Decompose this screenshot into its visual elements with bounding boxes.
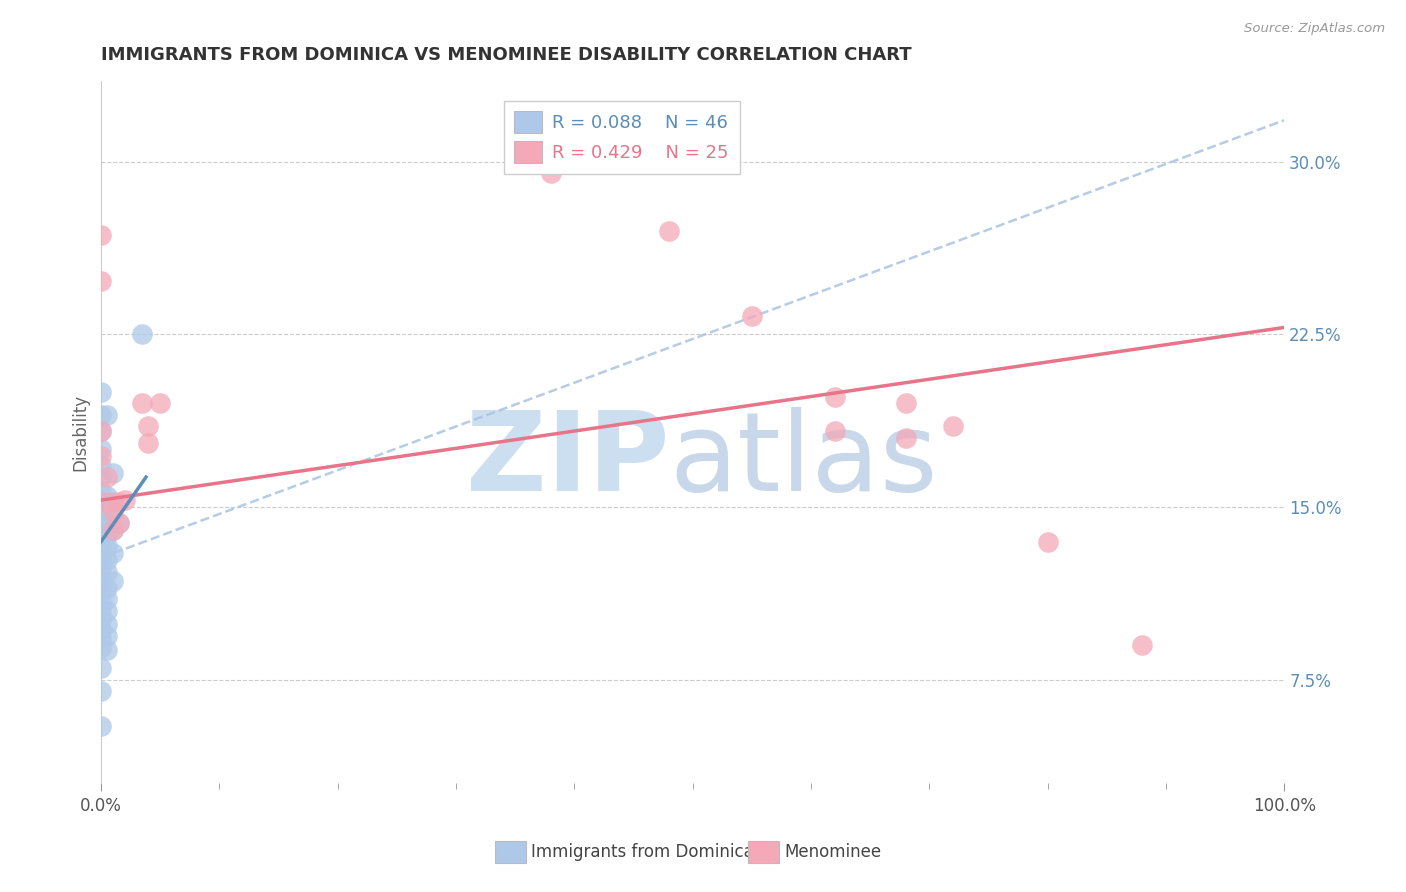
Point	[90, 574, 112, 588]
Point	[894, 396, 917, 410]
Point	[741, 309, 763, 323]
Text: ZIP: ZIP	[465, 407, 669, 514]
Point	[658, 224, 681, 238]
Point	[90, 585, 112, 599]
Point	[107, 495, 129, 509]
Point	[90, 539, 112, 553]
Point	[90, 527, 112, 541]
Point	[894, 431, 917, 445]
Text: Source: ZipAtlas.com: Source: ZipAtlas.com	[1244, 22, 1385, 36]
Point	[149, 396, 172, 410]
Point	[90, 632, 112, 646]
Point	[824, 390, 846, 404]
Point	[90, 640, 112, 655]
Point	[90, 384, 112, 399]
Point	[96, 642, 118, 657]
Point	[90, 228, 112, 243]
Point	[96, 489, 118, 503]
Point	[96, 553, 118, 567]
Point	[90, 516, 112, 531]
Point	[90, 613, 112, 627]
Point	[90, 622, 112, 636]
Point	[1036, 534, 1059, 549]
Point	[131, 396, 153, 410]
Text: atlas: atlas	[669, 407, 938, 514]
Point	[96, 495, 118, 509]
Point	[138, 435, 160, 450]
Point	[1130, 638, 1153, 652]
Point	[101, 523, 124, 537]
Point	[90, 483, 112, 498]
Point	[942, 419, 965, 434]
Point	[96, 470, 118, 484]
Point	[131, 327, 153, 342]
Text: IMMIGRANTS FROM DOMINICA VS MENOMINEE DISABILITY CORRELATION CHART: IMMIGRANTS FROM DOMINICA VS MENOMINEE DI…	[101, 46, 911, 64]
Point	[114, 493, 136, 508]
Point	[90, 424, 112, 438]
Y-axis label: Disability: Disability	[72, 393, 89, 471]
Point	[90, 719, 112, 733]
Point	[138, 419, 160, 434]
Point	[90, 495, 112, 509]
Point	[90, 408, 112, 422]
Point	[90, 604, 112, 618]
Point	[90, 470, 112, 484]
Point	[101, 505, 124, 519]
Point	[101, 523, 124, 537]
Point	[540, 166, 562, 180]
Point	[90, 550, 112, 565]
Point	[90, 424, 112, 438]
Legend: R = 0.088    N = 46, R = 0.429    N = 25: R = 0.088 N = 46, R = 0.429 N = 25	[503, 101, 740, 174]
Point	[90, 442, 112, 457]
Point	[90, 661, 112, 675]
Point	[96, 565, 118, 579]
Point	[90, 594, 112, 608]
Point	[90, 507, 112, 521]
Point	[96, 505, 118, 519]
Point	[90, 450, 112, 464]
Point	[90, 458, 112, 473]
Point	[90, 274, 112, 288]
Point	[824, 424, 846, 438]
Text: Menominee: Menominee	[785, 843, 882, 861]
Point	[107, 516, 129, 531]
Point	[101, 466, 124, 480]
Text: Immigrants from Dominica: Immigrants from Dominica	[531, 843, 754, 861]
Point	[96, 592, 118, 607]
Point	[96, 629, 118, 643]
Point	[101, 546, 124, 560]
Point	[107, 516, 129, 531]
Point	[101, 574, 124, 588]
Point	[90, 684, 112, 698]
Point	[96, 516, 118, 531]
Point	[96, 527, 118, 541]
Point	[96, 604, 118, 618]
Point	[96, 581, 118, 595]
Point	[101, 495, 124, 509]
Point	[96, 539, 118, 553]
Point	[90, 562, 112, 576]
Point	[96, 408, 118, 422]
Point	[96, 617, 118, 632]
